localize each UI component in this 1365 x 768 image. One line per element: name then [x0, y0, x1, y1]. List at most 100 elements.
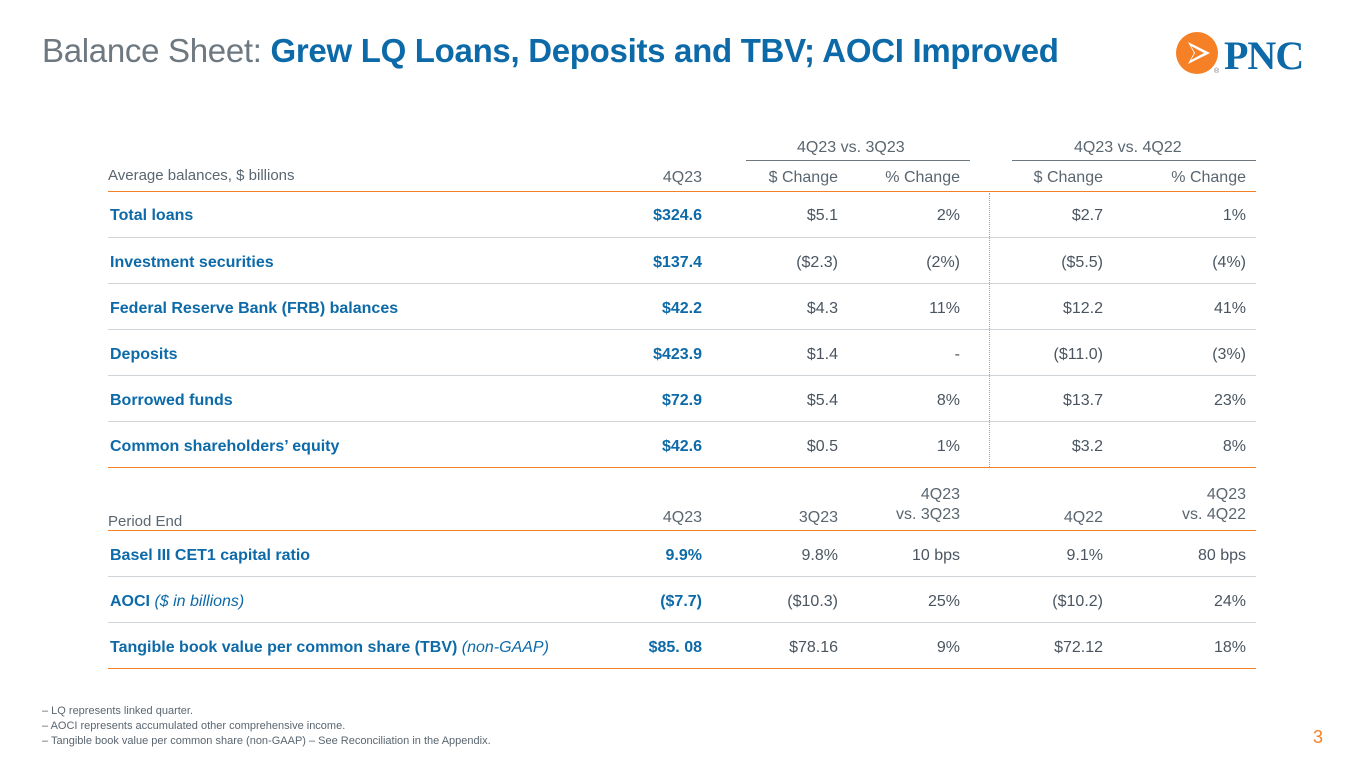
row-label: Tangible book value per common share (TB…	[110, 638, 549, 658]
col-header-vs-3q23-line2: vs. 3Q23	[895, 506, 960, 523]
cell-4q23: ($7.7)	[660, 593, 702, 610]
period-header-rule	[108, 530, 1256, 531]
col-header-vs-3q23-line1: 4Q23	[920, 486, 960, 503]
footnote: ‒ AOCI represents accumulated other comp…	[42, 720, 346, 732]
cell-4q23: $72.9	[661, 392, 702, 409]
cell-4q23: $85. 08	[648, 639, 702, 656]
cell-dollar-change-1: $1.4	[806, 346, 838, 363]
group-header-2: 4Q23 vs. 4Q22	[1074, 139, 1182, 156]
title-main: Grew LQ Loans, Deposits and TBV; AOCI Im…	[270, 32, 1059, 69]
cell-4q23: $42.6	[661, 438, 702, 455]
logo-text: PNC	[1224, 33, 1304, 78]
cell-pct-change-2: 1%	[1222, 207, 1246, 224]
cell-vs-3q23: 9%	[936, 639, 960, 656]
cell-dollar-change-2: $12.2	[1062, 300, 1103, 317]
logo-registered: ®	[1214, 68, 1220, 75]
row-label-text: AOCI	[110, 593, 150, 610]
cell-pct-change-1: 2%	[936, 207, 960, 224]
cell-4q22: $72.12	[1054, 639, 1103, 656]
footnote: ‒ LQ represents linked quarter.	[42, 705, 194, 717]
col-header-vs-4q22: 4Q23 vs. 4Q22	[1182, 485, 1246, 525]
cell-vs-3q23: 10 bps	[911, 547, 960, 564]
cell-4q23: 9.9%	[665, 547, 702, 564]
row-label: Total loans	[110, 207, 194, 224]
period-bottom-rule	[108, 668, 1256, 669]
col-header-vs-4q22-line1: 4Q23	[1206, 486, 1246, 503]
cell-pct-change-2: 8%	[1222, 438, 1246, 455]
group-underline-2	[1012, 160, 1256, 161]
cell-vs-3q23: 25%	[927, 593, 960, 610]
col-header-3q23: 3Q23	[798, 509, 838, 526]
col-header-dollar-change-1: $ Change	[768, 169, 838, 186]
header-rule	[108, 191, 1256, 192]
row-label: Federal Reserve Bank (FRB) balances	[110, 300, 399, 317]
footnote: ‒ Tangible book value per common share (…	[42, 735, 491, 747]
row-divider	[108, 329, 1256, 330]
row-label: Common shareholders’ equity	[110, 438, 340, 455]
cell-dollar-change-2: $2.7	[1071, 207, 1103, 224]
table-bottom-rule	[108, 467, 1256, 468]
row-label-suffix: ($ in billions)	[150, 593, 245, 610]
cell-pct-change-1: -	[954, 346, 960, 363]
cell-3q23: ($10.3)	[787, 593, 838, 610]
cell-dollar-change-1: $5.1	[806, 207, 838, 224]
cell-4q23: $423.9	[653, 346, 702, 363]
col-header-pct-change-2: % Change	[1171, 169, 1246, 186]
col-header-4q23: 4Q23	[662, 169, 702, 186]
pnc-logo: ® PNC	[1174, 30, 1334, 80]
period-caption: Period End	[108, 513, 183, 530]
cell-dollar-change-2: ($5.5)	[1061, 254, 1103, 271]
group-underline-1	[746, 160, 970, 161]
row-divider	[108, 576, 1256, 577]
cell-dollar-change-1: $5.4	[806, 392, 838, 409]
col-header-4q22: 4Q22	[1063, 509, 1103, 526]
cell-4q22: ($10.2)	[1052, 593, 1103, 610]
row-divider	[108, 237, 1256, 238]
cell-vs-4q22: 24%	[1213, 593, 1246, 610]
col-header-dollar-change-2: $ Change	[1033, 169, 1103, 186]
page-title: Balance Sheet: Grew LQ Loans, Deposits a…	[42, 32, 1059, 70]
col-header-4q23: 4Q23	[662, 509, 702, 526]
col-header-vs-4q22-line2: vs. 4Q22	[1181, 506, 1246, 523]
cell-3q23: $78.16	[789, 639, 838, 656]
row-divider	[108, 283, 1256, 284]
column-separator	[989, 193, 990, 467]
cell-dollar-change-2: $13.7	[1062, 392, 1103, 409]
cell-4q23: $324.6	[653, 207, 702, 224]
page-number: 3	[1312, 727, 1323, 747]
cell-dollar-change-2: $3.2	[1071, 438, 1103, 455]
avg-caption: Average balances, $ billions	[108, 167, 295, 184]
cell-4q23: $42.2	[661, 300, 702, 317]
col-header-pct-change-1: % Change	[885, 169, 960, 186]
row-label: Borrowed funds	[110, 392, 233, 409]
row-label: AOCI ($ in billions)	[110, 592, 244, 612]
row-divider	[108, 375, 1256, 376]
cell-dollar-change-2: ($11.0)	[1053, 346, 1103, 363]
cell-3q23: 9.8%	[801, 547, 838, 564]
row-divider	[108, 421, 1256, 422]
cell-vs-4q22: 80 bps	[1197, 547, 1246, 564]
cell-pct-change-2: 23%	[1213, 392, 1246, 409]
cell-pct-change-2: 41%	[1213, 300, 1246, 317]
cell-dollar-change-1: $0.5	[806, 438, 838, 455]
cell-pct-change-1: 8%	[936, 392, 960, 409]
cell-dollar-change-1: $4.3	[806, 300, 838, 317]
row-label-text: Tangible book value per common share (TB…	[110, 639, 458, 656]
cell-pct-change-2: (3%)	[1212, 346, 1246, 363]
cell-pct-change-1: 11%	[929, 300, 960, 317]
cell-pct-change-2: (4%)	[1212, 254, 1246, 271]
col-header-vs-3q23: 4Q23 vs. 3Q23	[896, 485, 960, 525]
pnc-mark-icon	[1176, 32, 1218, 74]
cell-4q23: $137.4	[653, 254, 702, 271]
cell-pct-change-1: 1%	[936, 438, 960, 455]
row-label: Investment securities	[110, 254, 274, 271]
group-header-1: 4Q23 vs. 3Q23	[797, 139, 905, 156]
row-divider	[108, 622, 1256, 623]
cell-vs-4q22: 18%	[1213, 639, 1246, 656]
cell-4q22: 9.1%	[1066, 547, 1103, 564]
cell-dollar-change-1: ($2.3)	[796, 254, 838, 271]
row-label-suffix: (non-GAAP)	[457, 639, 549, 656]
title-lead: Balance Sheet:	[42, 32, 262, 69]
row-label-text: Basel III CET1 capital ratio	[110, 547, 311, 564]
row-label: Basel III CET1 capital ratio	[110, 546, 310, 566]
